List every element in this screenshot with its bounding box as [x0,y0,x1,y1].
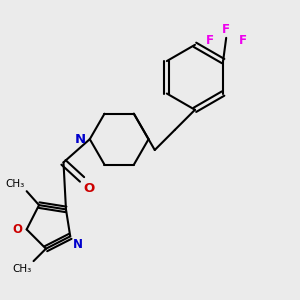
Text: CH₃: CH₃ [13,264,32,274]
Text: CH₃: CH₃ [6,179,25,189]
Text: N: N [73,238,83,251]
Text: F: F [238,34,247,47]
Text: N: N [75,133,86,146]
Text: F: F [222,23,230,36]
Text: O: O [13,223,22,236]
Text: O: O [84,182,95,196]
Text: F: F [206,34,214,47]
